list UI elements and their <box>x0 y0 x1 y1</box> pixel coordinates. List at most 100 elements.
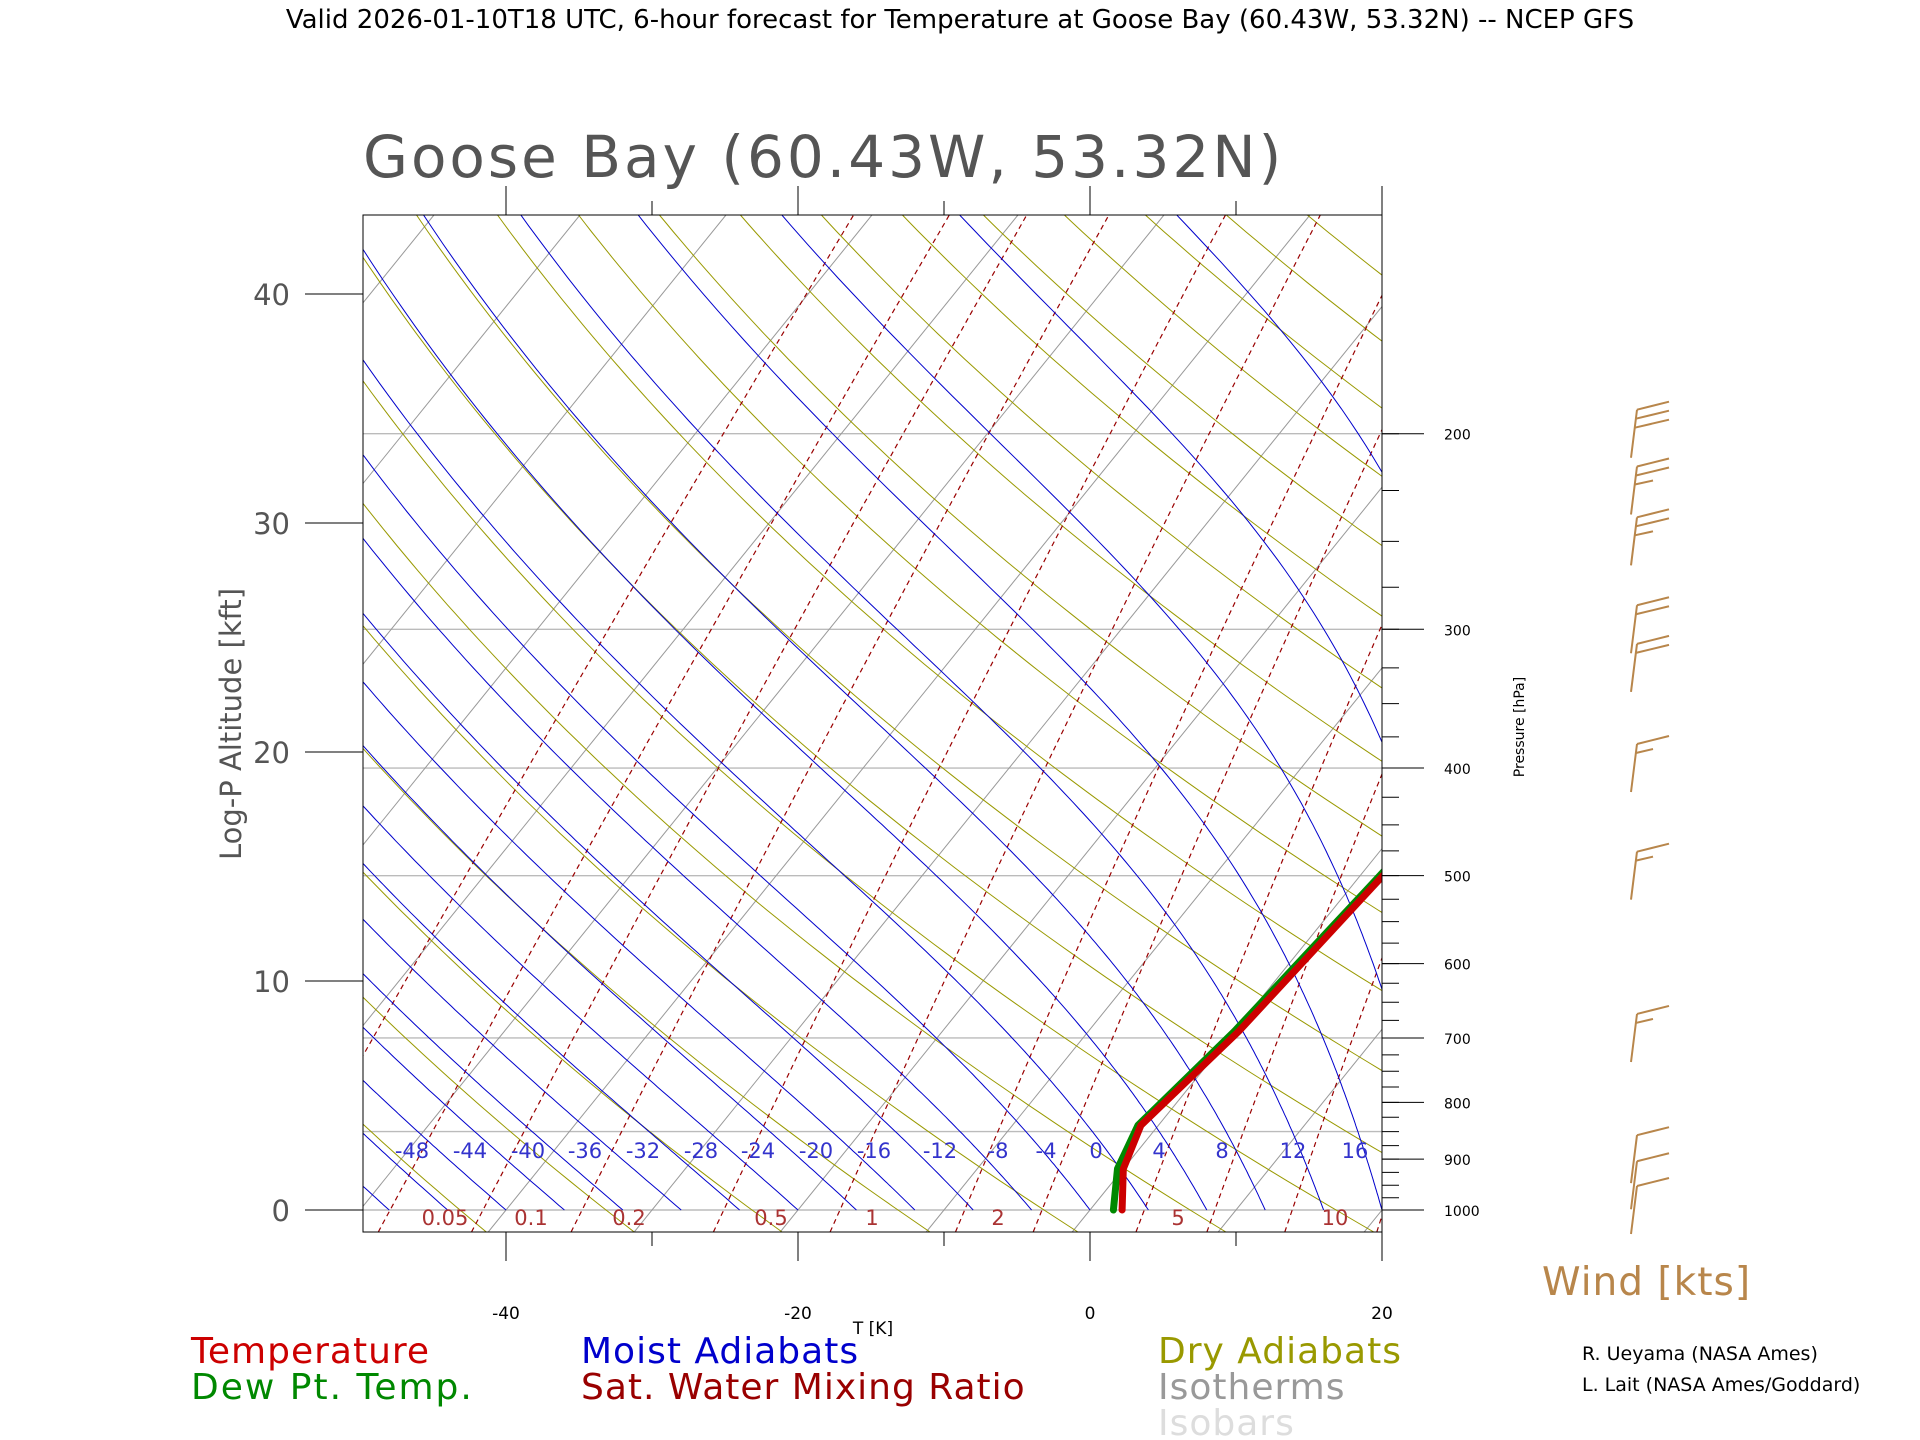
wind-barb-flag <box>1635 517 1670 528</box>
moist-adiabat-label: -8 <box>988 1139 1009 1163</box>
mixing-ratio-line <box>1032 428 1382 1232</box>
dry-adiabat-line <box>0 215 190 1232</box>
pressure-tick-label: 1000 <box>1444 1204 1480 1220</box>
wind-barb-flag <box>1636 735 1670 745</box>
moist-adiabat-line <box>363 805 799 1211</box>
legend-mixing-ratio: Sat. Water Mixing Ratio <box>581 1367 1026 1408</box>
mixing-ratio-line <box>1543 215 1886 1232</box>
pressure-tick-label: 300 <box>1444 623 1471 639</box>
moist-adiabat-label: -4 <box>1036 1139 1057 1163</box>
moist-adiabat-line <box>363 972 624 1211</box>
moist-adiabat-label: -12 <box>923 1139 957 1163</box>
wind-barb-flag <box>1636 1177 1670 1187</box>
mixing-ratio-line <box>1376 1213 1382 1232</box>
moist-adiabat-label: 12 <box>1280 1139 1307 1163</box>
wind-barb-half <box>1635 1017 1654 1024</box>
wind-barbs <box>1630 400 1670 1235</box>
moist-adiabat-label: -44 <box>453 1139 487 1163</box>
isotherm-line <box>1510 215 1920 1232</box>
moist-adiabat-line <box>781 215 1382 992</box>
wind-barb-half <box>1634 479 1654 486</box>
dry-adiabat-line <box>416 215 1382 1072</box>
moist-adiabat-line <box>363 358 1149 1211</box>
wind-barb-flag <box>1636 457 1670 468</box>
dry-adiabat-line <box>1064 215 1382 477</box>
dry-adiabat-line <box>363 380 1375 1232</box>
moist-adiabat-line <box>363 1132 448 1211</box>
pressure-tick-label: 500 <box>1444 870 1471 886</box>
wind-barb <box>1630 1177 1670 1235</box>
legend-temperature: Temperature <box>190 1331 430 1372</box>
wind-barb-flag <box>1635 643 1670 654</box>
wind-barb <box>1630 1126 1670 1184</box>
wind-barb-flag <box>1636 842 1670 853</box>
pressure-tick-label: 600 <box>1444 958 1471 974</box>
dry-adiabat-line <box>363 747 931 1232</box>
credit-line-2: L. Lait (NASA Ames/Goddard) <box>1582 1374 1860 1396</box>
isotherm-line <box>487 215 1311 1232</box>
wind-barb-flag <box>1636 1004 1670 1015</box>
mixing-ratio-line <box>363 215 855 1057</box>
x-tick-label: 20 <box>1371 1304 1393 1324</box>
dry-adiabat-line <box>363 625 1079 1232</box>
moist-adiabat-line <box>958 215 1382 744</box>
page-header-title: Valid 2026-01-10T18 UTC, 6-hour forecast… <box>286 5 1634 35</box>
moist-adiabat-line <box>363 453 1091 1211</box>
wind-barb-flag <box>1635 466 1670 477</box>
moist-adiabat-label: 0 <box>1089 1139 1102 1163</box>
isotherm-line <box>925 667 1382 1232</box>
moist-adiabat-label: -36 <box>568 1139 602 1163</box>
dry-adiabat-line <box>659 215 1382 837</box>
thermo-grid <box>0 215 1920 1232</box>
sounding-profiles <box>1109 868 1382 1214</box>
mixing-ratio-line <box>1284 956 1382 1232</box>
moist-adiabat-line <box>363 1185 390 1211</box>
wind-barb-staff <box>1630 466 1638 515</box>
legend-dry-adiabats: Dry Adiabats <box>1158 1331 1402 1372</box>
pressure-tick-label: 200 <box>1444 428 1471 444</box>
wind-barb-half <box>1634 530 1654 537</box>
mixing-ratio-label: 0.2 <box>612 1206 645 1230</box>
legend-isotherms: Isotherms <box>1158 1367 1345 1408</box>
wind-barb-staff <box>1630 1185 1638 1235</box>
moist-adiabat-labels: -48 -44 -40 -36 -32 -28 -24 -20 -16 -12 -8 -4 0 4 8 12 1… <box>395 1139 1369 1163</box>
wind-barb <box>1630 508 1670 566</box>
credit-line-1: R. Ueyama (NASA Ames) <box>1582 1343 1818 1365</box>
dry-adiabat-line <box>0 215 43 1232</box>
mixing-ratio-line <box>1135 623 1382 1232</box>
wind-barb <box>1630 1004 1670 1063</box>
isotherm-line <box>779 486 1382 1232</box>
wind-barb-flag <box>1636 508 1670 519</box>
mixing-ratio-labels: 0.05 0.1 0.2 0.5 1 2 5 10 <box>422 1206 1349 1230</box>
wind-barb-staff <box>1630 1135 1638 1184</box>
mixing-ratio-label: 0.05 <box>422 1206 469 1230</box>
wind-barb-flag <box>1635 409 1670 420</box>
wind-barb-half <box>1635 855 1654 862</box>
isotherm-line <box>1363 1209 1382 1232</box>
mixing-ratio-line <box>570 215 1110 1232</box>
x-tick-label: -40 <box>492 1304 520 1324</box>
dry-adiabat-line <box>1145 215 1382 409</box>
dry-adiabat-line <box>0 215 338 1232</box>
legend-moist-adiabats: Moist Adiabats <box>581 1331 859 1372</box>
moist-adiabat-line <box>363 248 1208 1211</box>
x-tick-label: 0 <box>1085 1304 1096 1324</box>
isotherm-line <box>0 215 142 1232</box>
moist-adiabat-line <box>422 215 1266 1211</box>
moist-adiabat-label: -20 <box>799 1139 833 1163</box>
moist-adiabat-line <box>363 612 974 1211</box>
legend-dewpoint: Dew Pt. Temp. <box>191 1367 474 1408</box>
moist-adiabat-line <box>363 1079 507 1211</box>
mixing-ratio-line <box>712 215 1227 1232</box>
moist-adiabat-label: -24 <box>741 1139 775 1163</box>
dry-adiabat-line <box>740 215 1382 762</box>
wind-barb <box>1630 1152 1670 1210</box>
moist-adiabat-label: 8 <box>1215 1139 1228 1163</box>
moist-adiabat-line <box>520 215 1325 1211</box>
wind-barb-staff <box>1630 409 1638 458</box>
moist-adiabat-label: 4 <box>1152 1139 1165 1163</box>
moist-adiabat-label: 16 <box>1342 1139 1369 1163</box>
moist-adiabat-line <box>363 681 916 1211</box>
isotherm-line <box>1656 215 1920 1232</box>
